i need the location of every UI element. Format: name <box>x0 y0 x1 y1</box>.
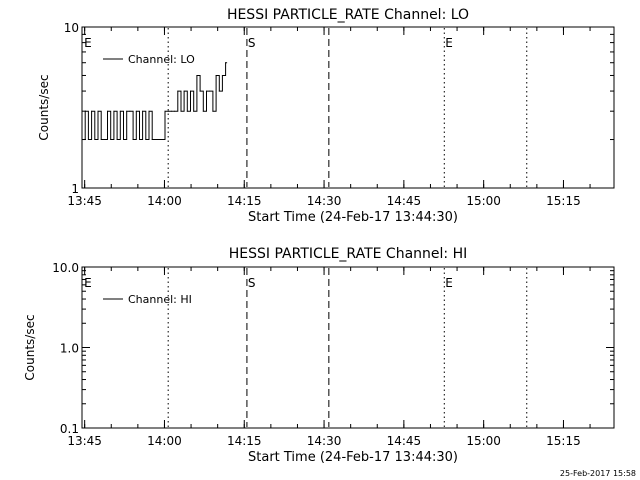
data-point <box>129 110 131 112</box>
data-point <box>164 110 166 112</box>
data-point <box>139 139 140 140</box>
event-marker-label: S <box>248 36 256 50</box>
y-tick-label: 1 <box>71 182 79 196</box>
event-marker-label: S <box>248 276 256 290</box>
data-point <box>221 75 223 76</box>
legend-label: Channel: LO <box>128 53 195 66</box>
data-point <box>116 139 118 140</box>
chart-panel-2: HESSI PARTICLE_RATE Channel: HI 13:45 14:0… <box>23 246 615 465</box>
data-point <box>154 139 156 140</box>
data-point <box>161 139 163 140</box>
legend-label: Channel: HI <box>128 293 192 306</box>
data-point <box>97 110 99 112</box>
data-point <box>174 110 176 112</box>
data-point <box>87 139 89 140</box>
data-point <box>94 139 96 140</box>
y-tick-label: 10 <box>64 21 79 35</box>
data-point <box>158 139 160 140</box>
data-point <box>126 110 128 112</box>
x-tick-label: 15:15 <box>546 194 581 208</box>
data-point <box>84 110 86 112</box>
x-tick-label: 14:15 <box>227 194 262 208</box>
data-point <box>100 139 102 140</box>
data-point <box>145 139 147 140</box>
data-point <box>142 110 144 112</box>
plot-frame <box>81 26 615 189</box>
data-point <box>206 90 207 92</box>
data-point <box>170 110 172 112</box>
data-point <box>132 139 134 140</box>
data-point <box>91 110 93 112</box>
chart-panel-1: HESSI PARTICLE_RATE Channel: LO 13:45 14:0… <box>37 7 615 225</box>
data-point <box>180 110 182 112</box>
x-tick-label: 15:00 <box>466 434 501 448</box>
x-tick-label: 14:30 <box>307 434 342 448</box>
x-tick-label: 14:00 <box>147 434 182 448</box>
y-tick-label: 10.0 <box>52 261 79 275</box>
data-point <box>167 110 169 112</box>
event-marker-label: E <box>445 276 453 290</box>
y-tick-label: 0.1 <box>60 422 79 436</box>
plot-frame <box>81 266 615 429</box>
x-axis-label: Start Time (24-Feb-17 13:44:30) <box>248 210 458 225</box>
chart-title: HESSI PARTICLE_RATE Channel: LO <box>227 7 469 23</box>
x-tick-label: 14:15 <box>227 434 262 448</box>
data-point <box>202 110 204 112</box>
edge-marker-label: E <box>84 36 92 50</box>
edge-marker-label: E <box>84 276 92 290</box>
data-point <box>151 139 153 140</box>
data-point <box>212 110 214 112</box>
data-point <box>148 110 150 112</box>
data-point <box>190 90 191 92</box>
x-tick-label: 15:00 <box>466 194 501 208</box>
data-point <box>199 90 201 92</box>
x-tick-label: 13:45 <box>67 194 102 208</box>
data-point <box>177 90 179 92</box>
data-point <box>107 110 108 112</box>
data-point <box>103 139 105 140</box>
x-tick-label: 15:15 <box>546 434 581 448</box>
data-point <box>218 90 220 92</box>
data-point <box>183 90 185 92</box>
x-tick-label: 14:30 <box>307 194 342 208</box>
x-axis-label: Start Time (24-Feb-17 13:44:30) <box>248 450 458 465</box>
x-tick-label: 14:45 <box>387 434 422 448</box>
data-point <box>135 110 137 112</box>
data-point <box>81 139 83 140</box>
footer-timestamp: 25-Feb-2017 15:58 <box>559 469 636 478</box>
x-tick-label: 14:45 <box>387 194 422 208</box>
event-marker-label: E <box>445 36 453 50</box>
data-point <box>193 110 195 112</box>
data-point <box>225 62 227 64</box>
series-line-1 <box>82 62 228 140</box>
y-axis-label: Counts/sec <box>23 314 37 380</box>
y-tick-label: 1.0 <box>60 342 79 356</box>
data-point <box>123 139 124 140</box>
y-axis-label: Counts/sec <box>37 74 51 140</box>
data-point <box>209 90 211 92</box>
x-tick-label: 13:45 <box>67 434 102 448</box>
data-point <box>215 75 217 76</box>
data-point <box>110 139 112 140</box>
data-point <box>119 110 121 112</box>
data-point <box>196 75 198 76</box>
x-tick-label: 14:00 <box>147 194 182 208</box>
chart-title: HESSI PARTICLE_RATE Channel: HI <box>229 246 467 262</box>
data-point <box>113 110 115 112</box>
data-point <box>186 110 188 112</box>
